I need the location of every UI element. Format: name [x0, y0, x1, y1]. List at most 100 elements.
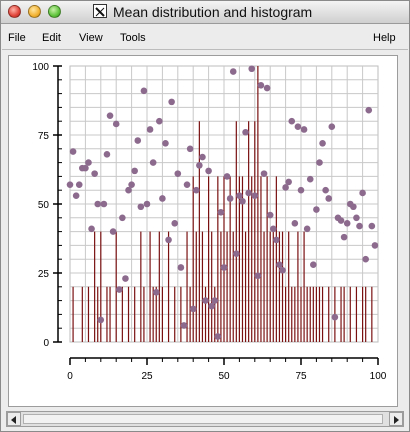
data-point	[252, 192, 259, 199]
scroll-right-button[interactable]	[389, 412, 403, 426]
data-point	[230, 68, 237, 75]
data-point	[85, 159, 92, 166]
data-point	[150, 159, 157, 166]
data-point	[270, 226, 277, 233]
data-point	[162, 140, 169, 147]
data-point	[258, 82, 265, 89]
data-point	[193, 187, 200, 194]
data-point	[88, 226, 95, 233]
y-tick-label: 0	[43, 338, 49, 349]
data-point	[344, 220, 351, 227]
data-point	[233, 250, 240, 257]
data-point	[329, 123, 336, 130]
data-point	[298, 187, 305, 194]
data-point	[273, 237, 280, 244]
data-point	[267, 212, 274, 219]
data-point	[67, 181, 74, 188]
x11-app-icon	[93, 4, 107, 18]
data-point	[104, 151, 111, 158]
x-tick-label: 50	[218, 371, 230, 382]
data-point	[282, 184, 289, 191]
data-point	[255, 272, 262, 279]
data-point	[70, 148, 77, 155]
arrow-right-icon	[390, 414, 402, 426]
zoom-window-button[interactable]	[48, 5, 61, 18]
data-point	[141, 88, 148, 95]
data-point	[301, 126, 308, 133]
data-point	[325, 195, 332, 202]
x-tick-label: 0	[67, 371, 73, 382]
data-point	[261, 170, 268, 177]
data-point	[128, 181, 135, 188]
data-point	[242, 129, 249, 136]
data-point	[338, 217, 345, 224]
title-bar[interactable]: Mean distribution and histogram	[1, 1, 409, 24]
data-point	[353, 215, 360, 222]
menu-edit[interactable]: Edit	[42, 32, 61, 44]
y-tick-label: 25	[38, 269, 50, 280]
data-point	[215, 333, 222, 340]
data-point	[248, 65, 255, 72]
x-tick-label: 100	[370, 371, 387, 382]
mean-distribution-chart: 0 25 50 75 100 0 25 50 75 100	[9, 56, 397, 406]
window-title: Mean distribution and histogram	[113, 4, 312, 20]
data-point	[184, 181, 191, 188]
data-point	[218, 209, 225, 216]
data-point	[101, 201, 108, 208]
y-tick-label: 50	[38, 200, 50, 211]
data-point	[316, 159, 323, 166]
data-point	[332, 314, 339, 321]
data-point	[372, 242, 379, 249]
x-tick-label: 25	[141, 371, 153, 382]
minimize-window-button[interactable]	[28, 5, 41, 18]
data-point	[190, 306, 197, 313]
data-point	[107, 112, 114, 119]
data-point	[356, 223, 363, 230]
data-point	[319, 140, 326, 147]
data-point	[116, 286, 123, 293]
data-point	[113, 121, 120, 128]
close-window-button[interactable]	[8, 5, 21, 18]
data-point	[178, 264, 185, 271]
menu-file[interactable]: File	[8, 32, 26, 44]
data-point	[82, 165, 89, 172]
data-point	[119, 215, 126, 222]
data-point	[165, 237, 172, 244]
data-point	[156, 118, 163, 125]
scrollbar-thumb[interactable]	[23, 414, 383, 424]
data-point	[122, 275, 129, 282]
data-point	[199, 154, 206, 161]
data-point	[211, 297, 218, 304]
plot-canvas[interactable]: 0 25 50 75 100 0 25 50 75 100	[8, 55, 398, 407]
horizontal-scrollbar[interactable]	[6, 411, 404, 427]
data-point	[239, 198, 246, 205]
data-point	[236, 192, 243, 199]
data-point	[187, 146, 194, 153]
menu-view[interactable]: View	[79, 32, 103, 44]
data-point	[341, 234, 348, 241]
x11-glyph-icon	[94, 6, 106, 18]
data-point	[147, 126, 154, 133]
data-point	[94, 201, 101, 208]
data-point	[144, 201, 151, 208]
data-point	[310, 261, 317, 268]
menu-tools[interactable]: Tools	[120, 32, 146, 44]
data-point	[350, 203, 357, 210]
data-point	[276, 261, 283, 268]
data-point	[285, 179, 292, 186]
data-point	[221, 264, 228, 271]
data-point	[365, 107, 372, 114]
data-point	[322, 187, 329, 194]
data-point	[227, 195, 234, 202]
data-point	[196, 162, 203, 169]
data-point	[76, 181, 83, 188]
data-point	[279, 267, 286, 274]
data-point	[205, 168, 212, 175]
data-point	[245, 190, 252, 197]
data-point	[288, 118, 295, 125]
data-point	[131, 168, 138, 175]
data-point	[125, 187, 132, 194]
menu-help[interactable]: Help	[373, 32, 396, 44]
scroll-left-button[interactable]	[7, 412, 21, 426]
